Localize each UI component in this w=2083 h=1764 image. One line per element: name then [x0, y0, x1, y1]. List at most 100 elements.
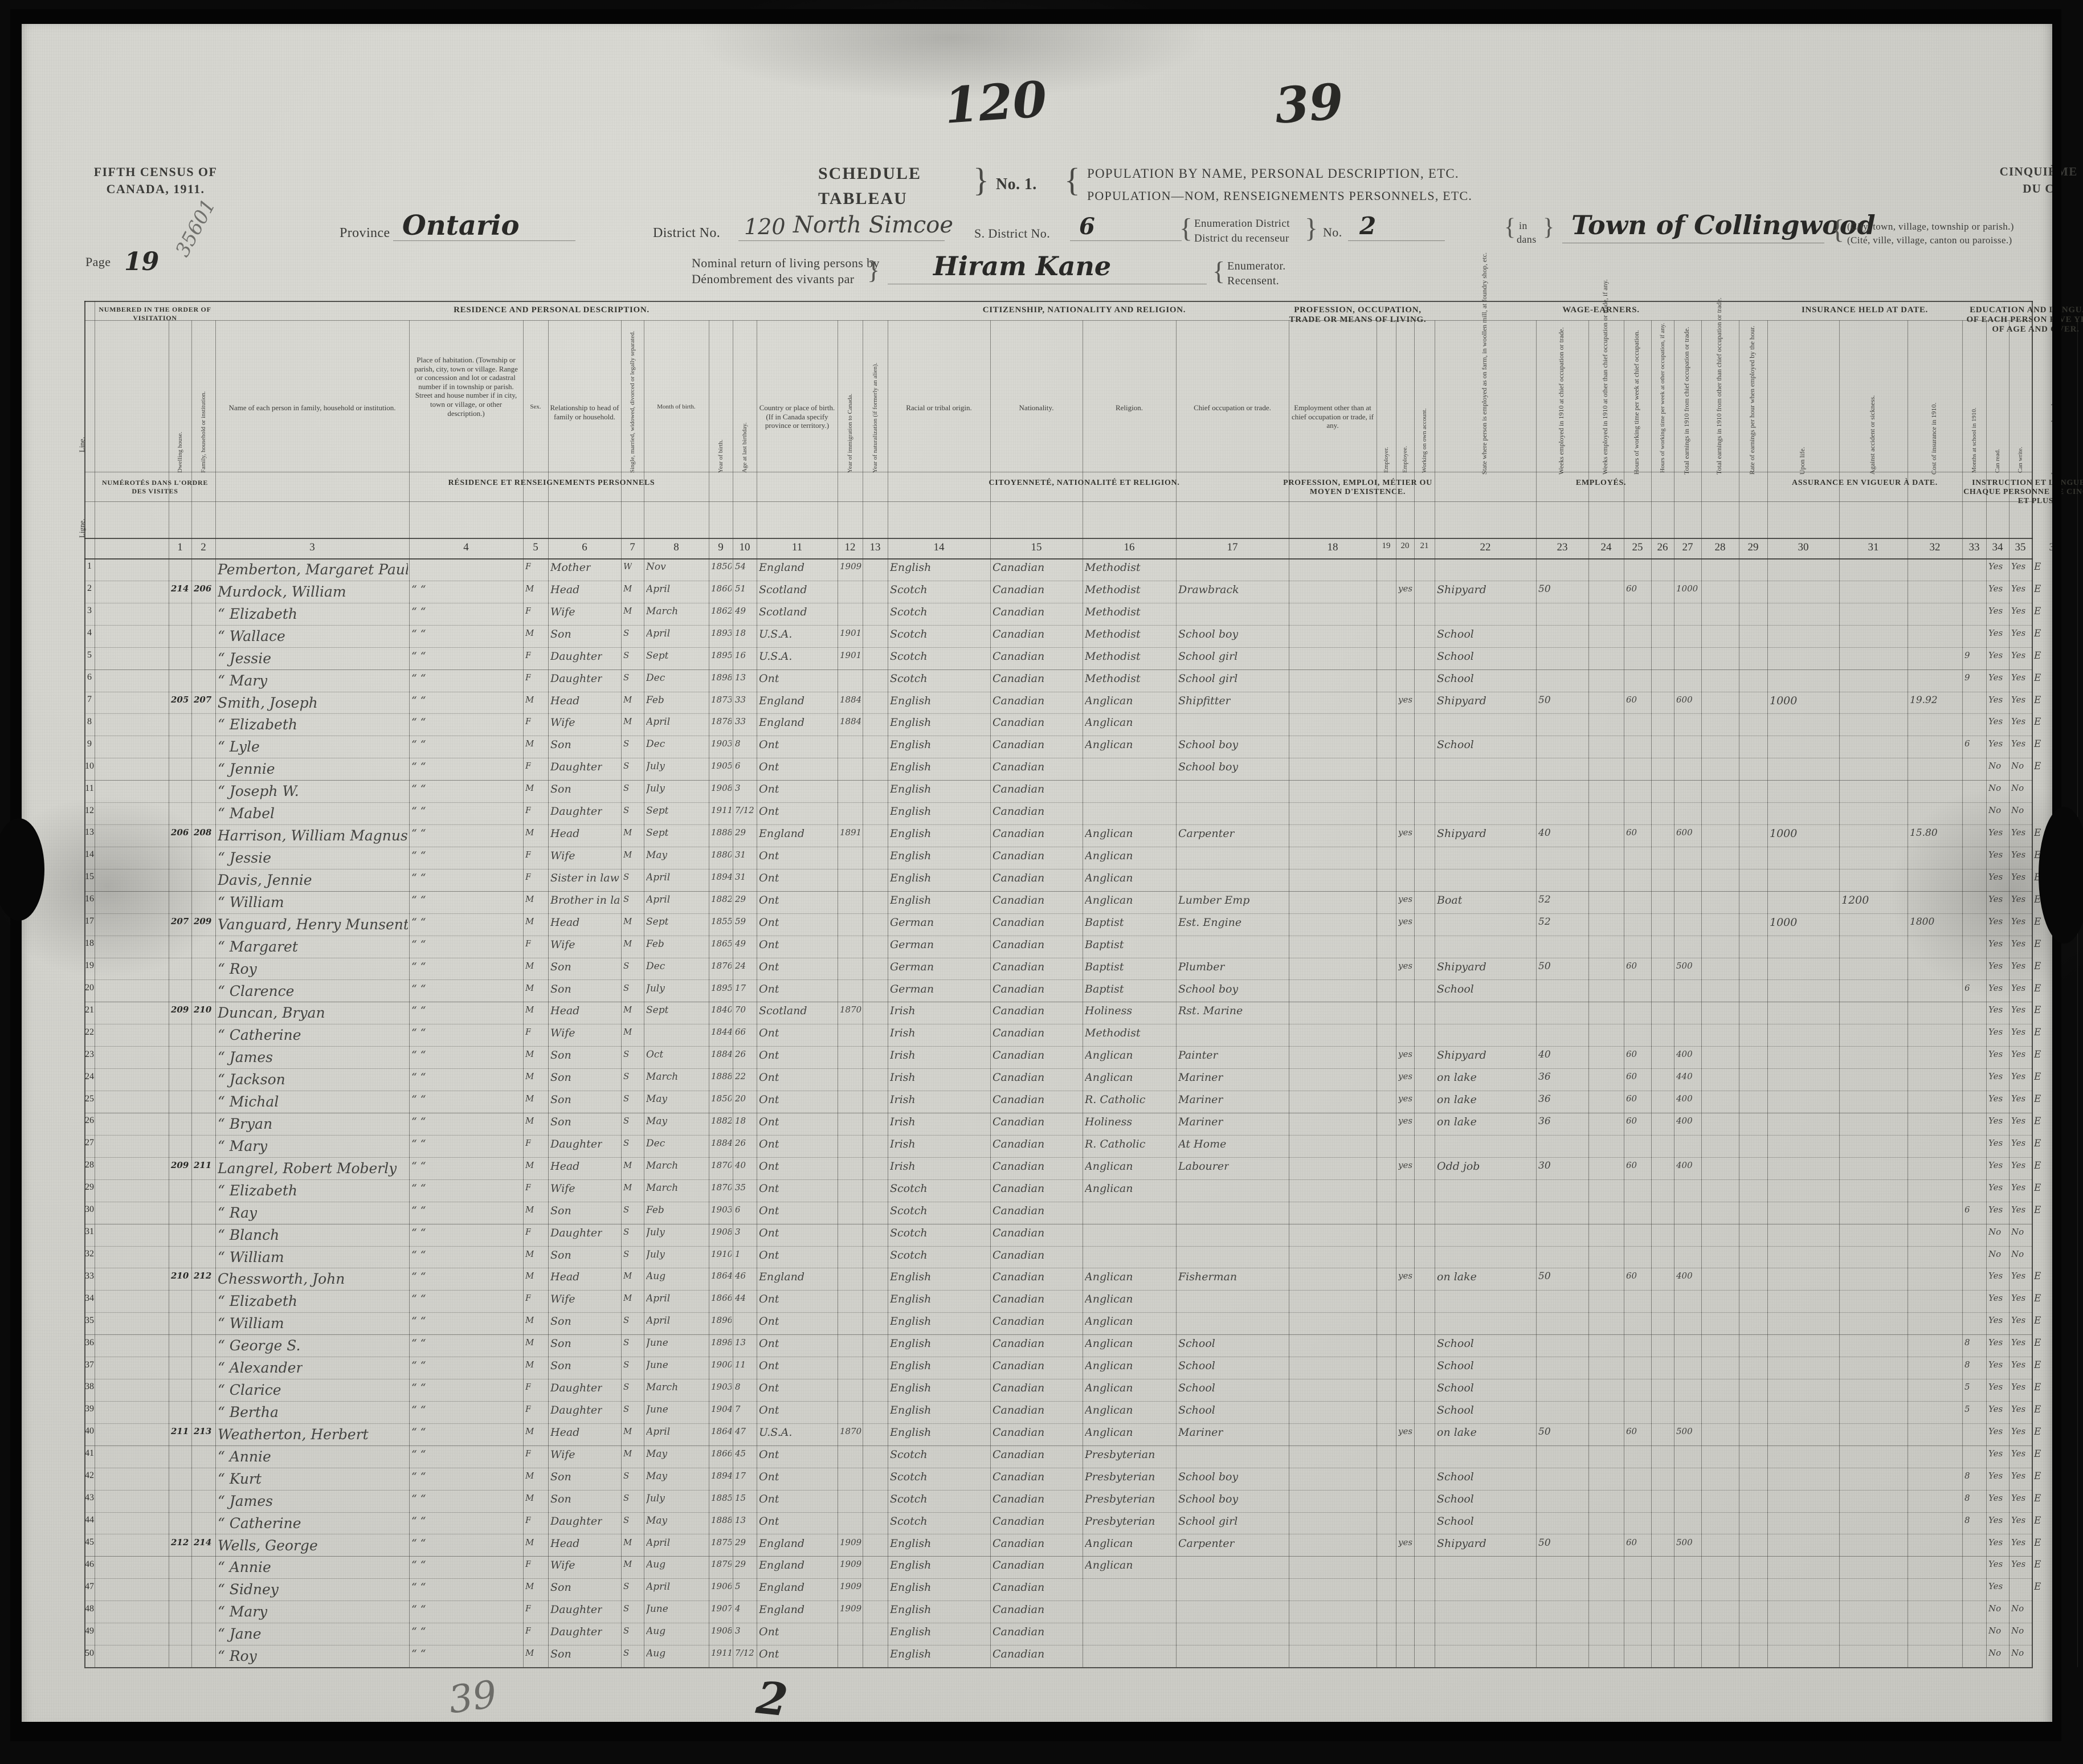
cell-read: No	[1988, 783, 2002, 794]
cell-age: 29	[735, 893, 746, 904]
col-rule-3	[215, 320, 216, 1667]
nominal-return-label-fr: Dénombrement des vivants par	[692, 272, 855, 286]
cell-relation: Son	[550, 1071, 571, 1084]
cell-habitation: “ “	[411, 871, 426, 884]
cell-family: 206	[194, 583, 212, 594]
bottom-margin-note-left: 39	[446, 1672, 500, 1722]
cell-month: April	[646, 1581, 671, 1593]
line-number: 9	[87, 738, 92, 749]
cell-sex: M	[525, 1116, 534, 1126]
line-number: 48	[85, 1603, 94, 1614]
cell-language: E	[2034, 827, 2041, 839]
cell-nationality: Canadian	[993, 960, 1045, 973]
cell-month: May	[646, 850, 668, 861]
col-number-27: 27	[1682, 541, 1693, 553]
cell-family: 214	[194, 1537, 212, 1547]
cell-dwelling: 211	[171, 1426, 189, 1436]
cell-origin: English	[890, 761, 932, 774]
cell-month: July	[646, 761, 665, 773]
cell-nationality: Canadian	[993, 1093, 1045, 1106]
cell-month: May	[646, 1470, 668, 1482]
cell-language: E	[2034, 1071, 2041, 1083]
cell-sex: F	[525, 561, 532, 572]
cell-name: “ Joseph W.	[218, 783, 299, 800]
cell-imm: 1909	[840, 1537, 861, 1547]
enumerator-label-en: Enumerator.	[1227, 260, 1286, 272]
cell-year: 1865	[711, 938, 732, 949]
cell-nationality: Canadian	[993, 1137, 1045, 1150]
cell-habitation: “ “	[411, 1581, 426, 1594]
col-number-19: 19	[1382, 541, 1391, 550]
cell-origin: English	[890, 694, 932, 707]
cell-habitation: “ “	[411, 1027, 426, 1040]
cell-relation: Daughter	[550, 1626, 603, 1639]
cell-read: Yes	[1988, 1071, 2003, 1082]
cell-read: Yes	[1988, 938, 2003, 949]
cell-write: Yes	[2011, 1182, 2026, 1193]
cell-habitation: “ “	[411, 716, 426, 729]
cell-ms: M	[623, 850, 632, 860]
cell-read: Yes	[1988, 1337, 2003, 1348]
cell-year: 1885	[711, 1492, 732, 1503]
cell-read: Yes	[1988, 1049, 2003, 1060]
cell-month: Feb	[646, 938, 664, 950]
cell-religion: Anglican	[1085, 1315, 1133, 1328]
cell-nationality: Canadian	[993, 1426, 1045, 1439]
line-number: 6	[87, 672, 92, 683]
line-label-fr: Ligne.	[77, 518, 86, 538]
cell-ms: M	[623, 605, 632, 616]
cell-year: 1862	[711, 605, 732, 616]
cell-relation: Wife	[550, 605, 575, 618]
cell-write: Yes	[2011, 1426, 2026, 1436]
cell-name: “ Sidney	[218, 1581, 279, 1598]
cell-birthplace: Ont	[759, 1116, 779, 1129]
cell-employee: yes	[1398, 960, 1413, 971]
cell-year: 1888	[711, 1514, 732, 1525]
cell-relation: Head	[550, 1004, 580, 1018]
cell-birthplace: Scotland	[759, 583, 807, 596]
cell-age: 29	[735, 827, 746, 838]
cell-w27: 400	[1676, 1271, 1693, 1281]
cell-school: 8	[1964, 1514, 1970, 1525]
cell-religion: Presbyterian	[1085, 1470, 1155, 1483]
cell-origin: Scotch	[890, 1514, 928, 1528]
cell-w23: 30	[1538, 1159, 1551, 1171]
cell-write: Yes	[2011, 716, 2026, 727]
cell-language: E	[2034, 627, 2041, 639]
col-caption-33: Months at school in 1910.	[1971, 407, 1978, 473]
col-caption-19: Employer.	[1383, 447, 1390, 473]
cell-ms: M	[623, 938, 632, 949]
cell-sex: M	[525, 1537, 534, 1547]
cell-imm: 1901	[840, 627, 861, 638]
cell-habitation: “ “	[411, 1315, 426, 1328]
cell-where: School	[1437, 1514, 1474, 1528]
cell-read: Yes	[1988, 982, 2003, 993]
cell-sex: M	[525, 694, 534, 705]
cell-habitation: “ “	[411, 916, 426, 929]
cell-nationality: Canadian	[993, 561, 1045, 574]
cell-read: Yes	[1988, 694, 2003, 705]
cell-birthplace: Ont	[759, 1293, 779, 1306]
cell-write: Yes	[2011, 1027, 2026, 1038]
cell-write: No	[2011, 1648, 2024, 1659]
line-number: 15	[85, 872, 94, 882]
cell-birthplace: Ont	[759, 893, 779, 906]
cell-habitation: “ “	[411, 960, 426, 973]
cell-ms: M	[623, 716, 632, 727]
cell-relation: Son	[550, 1116, 571, 1129]
cell-nationality: Canadian	[993, 1182, 1045, 1195]
cell-nationality: Canadian	[993, 1537, 1045, 1550]
cell-habitation: “ “	[411, 1470, 426, 1483]
cell-relation: Son	[550, 1204, 571, 1217]
cell-read: Yes	[1988, 1470, 2003, 1481]
cell-month: April	[646, 1315, 671, 1327]
cell-w25: 60	[1626, 583, 1637, 594]
col-rule-37	[2077, 320, 2078, 1667]
nominal-return-brace: }	[867, 255, 880, 284]
section-band-en-5: INSURANCE HELD AT DATE.	[1802, 305, 1928, 315]
cell-read: Yes	[1988, 583, 2003, 594]
cell-occupation: Plumber	[1178, 960, 1225, 973]
cell-occupation: At Home	[1178, 1137, 1227, 1150]
cell-nationality: Canadian	[993, 871, 1045, 884]
col-number-8: 8	[673, 541, 679, 553]
